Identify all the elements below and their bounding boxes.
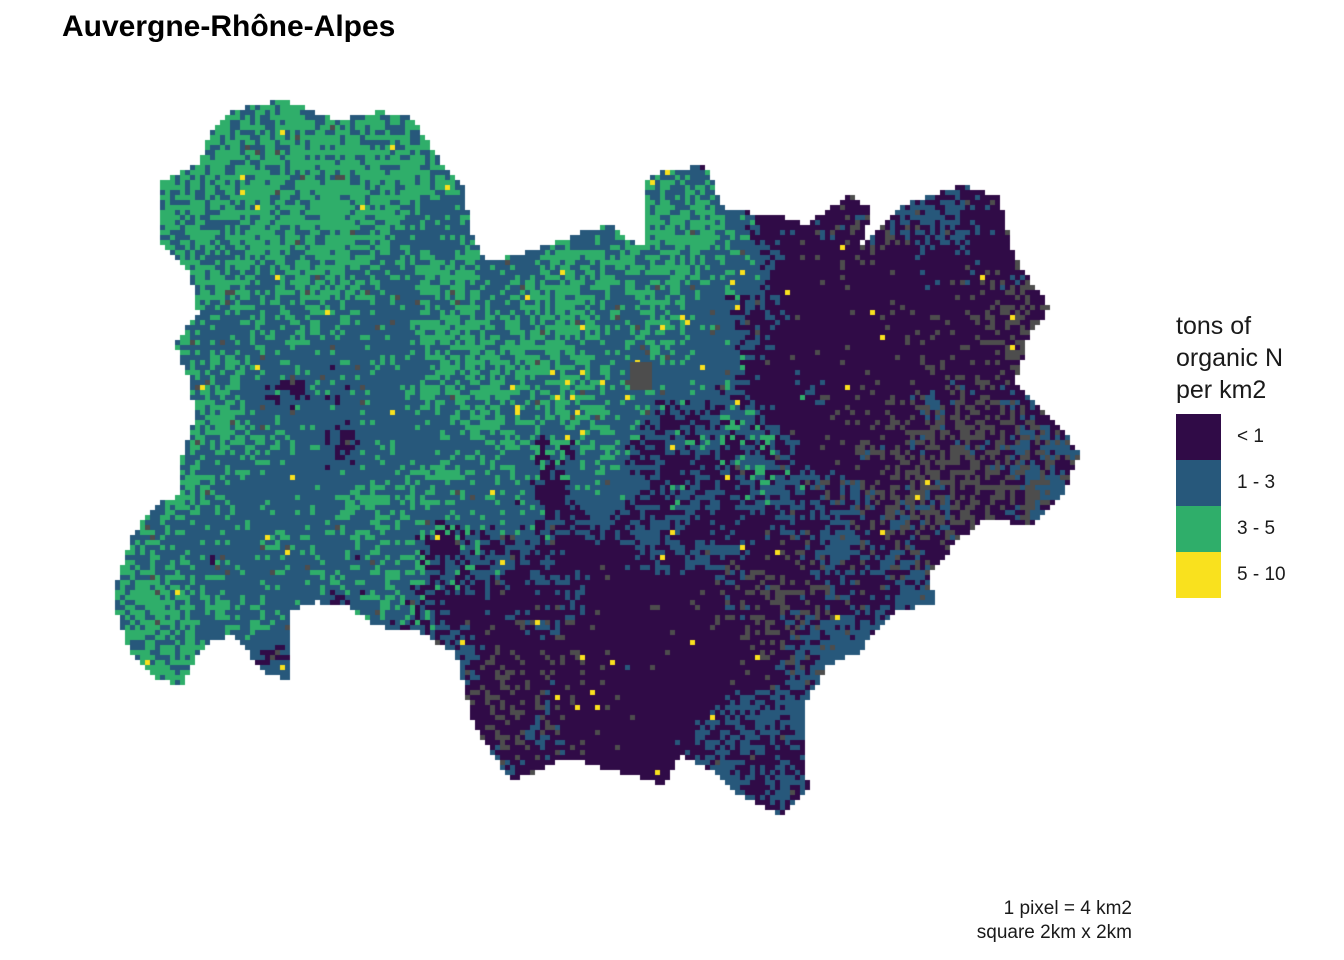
legend-label: 1 - 3 <box>1237 472 1276 493</box>
legend: tons of organic N per km2 < 1 1 - 3 3 - … <box>1176 310 1336 598</box>
legend-item: < 1 <box>1176 414 1336 460</box>
legend-swatch <box>1176 552 1221 598</box>
legend-label: 5 - 10 <box>1237 564 1286 585</box>
legend-swatch <box>1176 460 1221 506</box>
map-caption: 1 pixel = 4 km2 square 2km x 2km <box>977 897 1132 945</box>
legend-swatch <box>1176 506 1221 552</box>
legend-item: 5 - 10 <box>1176 552 1336 598</box>
legend-label: 3 - 5 <box>1237 518 1276 539</box>
legend-swatch <box>1176 414 1221 460</box>
map-title: Auvergne-Rhône-Alpes <box>62 10 396 43</box>
legend-title-line: per km2 <box>1176 376 1267 404</box>
legend-title: tons of organic N per km2 <box>1176 310 1336 406</box>
legend-title-line: tons of <box>1176 312 1252 340</box>
legend-label: < 1 <box>1237 426 1264 447</box>
caption-line: square 2km x 2km <box>976 922 1132 943</box>
legend-item: 1 - 3 <box>1176 460 1336 506</box>
legend-item: 3 - 5 <box>1176 506 1336 552</box>
caption-line: 1 pixel = 4 km2 <box>1003 898 1132 919</box>
legend-title-line: organic N <box>1176 344 1283 372</box>
